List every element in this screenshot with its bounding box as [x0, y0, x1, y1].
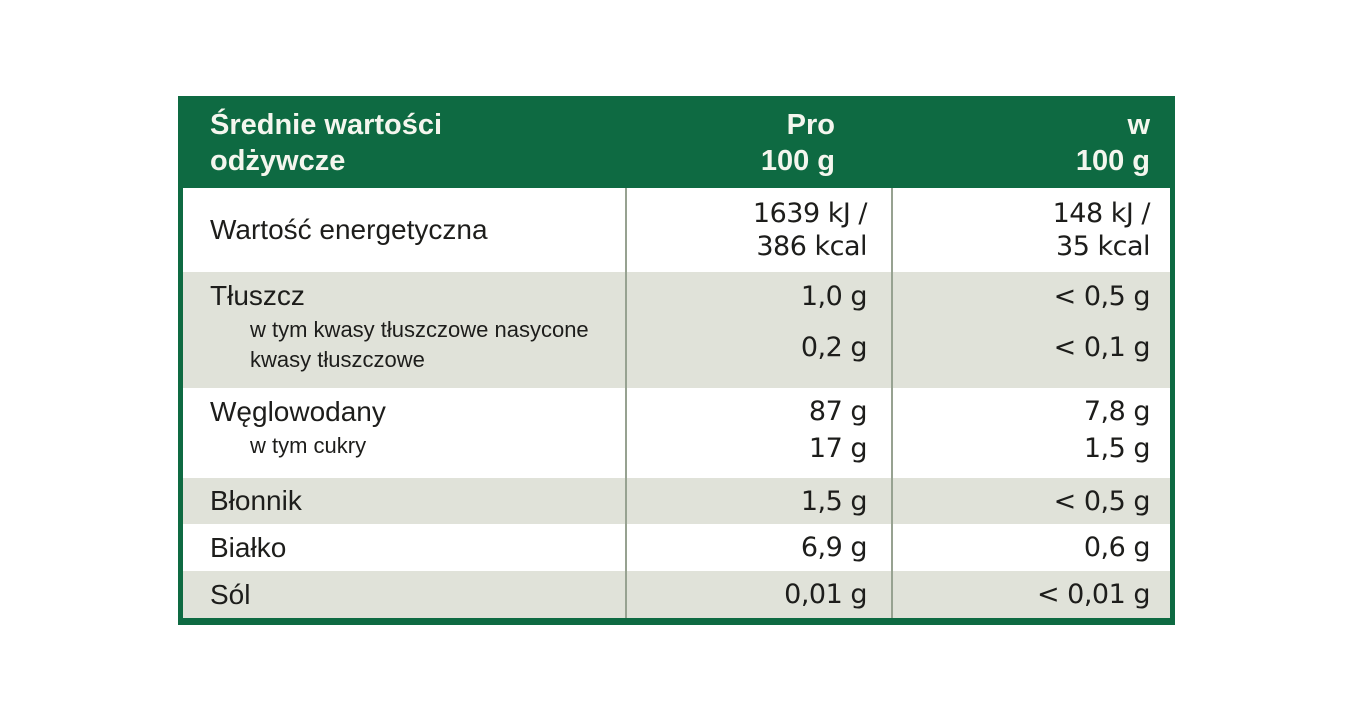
value-pro-100g: 1,5 g	[625, 478, 891, 524]
value-w-100g: 7,8 g 1,5 g	[891, 388, 1170, 478]
table-row-protein: Białko 6,9 g 0,6 g	[183, 524, 1170, 571]
column-header-w-100g: w 100 g	[891, 96, 1170, 188]
value-w-100g: 148 kJ / 35 kcal	[891, 188, 1170, 272]
value-line: 1639 kJ /	[752, 198, 868, 229]
row-label: Wartość energetyczna	[210, 214, 488, 245]
value-line: 0,01 g	[784, 579, 867, 610]
row-label-cell: Węglowodany w tym cukry	[183, 388, 625, 478]
value-w-100g: < 0,5 g	[891, 478, 1170, 524]
row-label-cell: Białko	[183, 524, 625, 571]
row-sublabel: w tym cukry	[250, 433, 367, 458]
table-title-line2: odżywcze	[210, 145, 346, 177]
row-label: Sól	[210, 578, 251, 610]
value-line: 7,8 g	[1083, 396, 1151, 427]
row-label: Węglowodany	[210, 396, 386, 427]
row-sublabel: w tym kwasy tłuszczowe nasycone	[250, 317, 589, 342]
table-row-salt: Sól 0,01 g < 0,01 g	[183, 571, 1170, 618]
value-line: 386 kcal	[756, 231, 867, 262]
value-line: < 0,5 g	[1053, 485, 1151, 517]
value-pro-100g: 1639 kJ / 386 kcal	[625, 188, 891, 272]
row-label: Tłuszcz	[210, 280, 305, 311]
value-pro-100g: 1,0 g 0,2 g	[625, 272, 891, 388]
table-title: Średnie wartości odżywcze	[183, 96, 625, 188]
row-label: Błonnik	[210, 485, 302, 516]
column-header-pro-100g-line2: 100 g	[760, 145, 835, 177]
value-line: 1,5 g	[800, 485, 868, 517]
column-header-w-100g-line1: w	[1127, 109, 1150, 141]
value-line: < 0,5 g	[1053, 281, 1151, 312]
value-line: 87 g	[808, 396, 868, 427]
table-row-fiber: Błonnik 1,5 g < 0,5 g	[183, 478, 1170, 524]
table-row-energy: Wartość energetyczna 1639 kJ / 386 kcal …	[183, 188, 1170, 272]
row-label-cell: Wartość energetyczna	[183, 188, 625, 272]
value-line: 17 g	[808, 433, 868, 464]
value-line: 0,2 g	[800, 332, 868, 363]
value-line: < 0,01 g	[1036, 579, 1151, 610]
value-line: 35 kcal	[1056, 231, 1150, 262]
table-title-line1: Średnie wartości	[210, 109, 443, 141]
value-pro-100g: 0,01 g	[625, 571, 891, 618]
value-w-100g: < 0,5 g < 0,1 g	[891, 272, 1170, 388]
value-line: 148 kJ /	[1052, 198, 1151, 229]
row-label-cell: Błonnik	[183, 478, 625, 524]
value-pro-100g: 87 g 17 g	[625, 388, 891, 478]
value-w-100g: < 0,01 g	[891, 571, 1170, 618]
value-pro-100g: 6,9 g	[625, 524, 891, 571]
column-header-pro-100g: Pro 100 g	[625, 96, 891, 188]
row-label: Białko	[210, 531, 287, 563]
row-sublabel: kwasy tłuszczowe	[250, 347, 425, 372]
nutrition-table: Średnie wartości odżywcze Pro 100 g w 10…	[178, 96, 1175, 625]
row-label-cell: Tłuszcz w tym kwasy tłuszczowe nasycone …	[183, 272, 625, 388]
value-w-100g: 0,6 g	[891, 524, 1170, 571]
value-line: 6,9 g	[800, 532, 868, 563]
row-label-cell: Sól	[183, 571, 625, 618]
column-header-pro-100g-line1: Pro	[786, 109, 835, 141]
value-line: 1,5 g	[1083, 433, 1151, 464]
table-row-fat: Tłuszcz w tym kwasy tłuszczowe nasycone …	[183, 272, 1170, 388]
value-line: 1,0 g	[800, 281, 868, 312]
column-header-w-100g-line2: 100 g	[1075, 145, 1150, 177]
value-line: 0,6 g	[1083, 532, 1151, 563]
table-row-carbs: Węglowodany w tym cukry 87 g 17 g 7,8 g …	[183, 388, 1170, 478]
table-header: Średnie wartości odżywcze Pro 100 g w 10…	[183, 96, 1170, 188]
value-line: < 0,1 g	[1053, 332, 1151, 363]
